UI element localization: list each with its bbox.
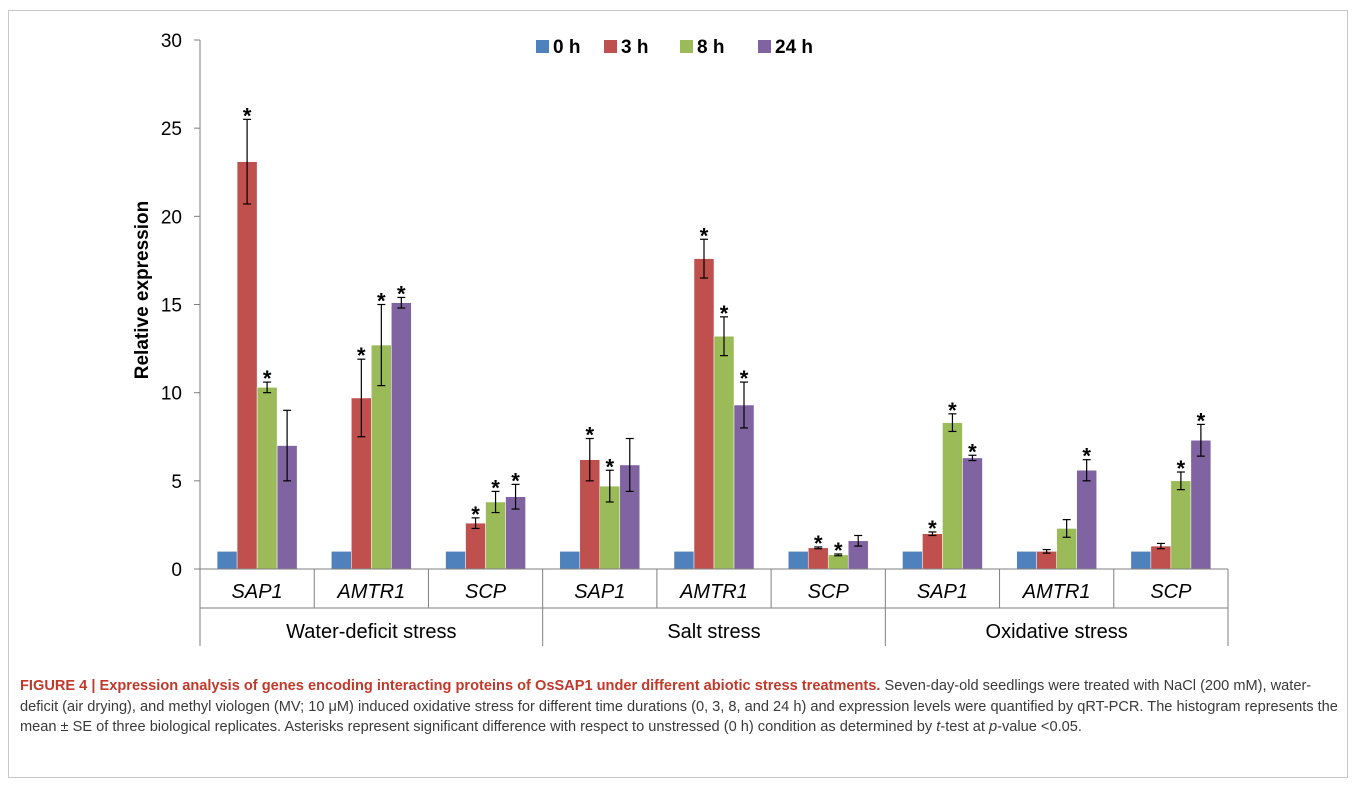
bar [1076,470,1097,570]
bar [216,551,238,570]
significance-asterisk: * [1177,456,1186,481]
y-tick-label: 5 [171,472,182,493]
bar [787,551,809,570]
legend-label: 3 h [621,37,648,58]
x-group-label: Water-deficit stress [286,621,456,643]
bar [1130,551,1152,570]
x-axis: SAP1 AMTR1 SCP SAP1 AMTR1 SCP SAP1 AMTR1 SCP Wate… [199,568,1229,646]
bar [713,335,735,570]
y-tick-label: 10 [161,384,182,405]
bar [733,404,755,570]
x-category-label: SAP1 [232,581,283,603]
x-category-label: AMTR1 [1022,581,1091,603]
legend: 0 h 3 h 8 h 24 h [536,37,813,58]
significance-asterisk: * [928,516,937,541]
significance-asterisk: * [700,223,709,248]
bar [693,258,715,570]
bar [465,522,486,570]
bar [1036,551,1057,570]
bar [962,457,983,570]
significance-asterisk: * [263,366,272,391]
significance-asterisk: * [491,475,500,500]
significance-asterisk: * [397,281,406,306]
y-tick-label: 15 [161,296,182,317]
y-tick-label: 30 [161,31,182,52]
caption-text-1: Seven-day-old seedlings were treated wit… [20,678,1338,735]
bar-chart: 0 5 10 15 20 25 30 * * * * * * * * * * * * * * * * * * * * * SAP1 A… [132,31,1229,646]
bar [236,161,258,570]
y-tick-label: 25 [161,119,182,140]
significance-asterisk: * [585,423,594,448]
bar [445,551,466,570]
bar [559,551,581,570]
caption-t-italic: t [936,719,941,735]
x-category-label: SCP [465,581,507,603]
significance-asterisk: * [511,468,520,493]
significance-asterisk: * [834,538,843,563]
bars: * * * * * * * * * * * * * * * * * * * * * [216,103,1212,570]
bar [1190,440,1212,570]
figure-caption: FIGURE 4 | Expression analysis of genes … [20,676,1340,738]
bar [673,551,695,570]
y-tick-label: 0 [171,560,182,581]
bar [391,302,412,570]
legend-swatch [604,40,617,53]
legend-label: 8 h [697,37,724,58]
y-tick-label: 20 [161,207,182,228]
significance-asterisk: * [968,439,977,464]
x-category-label: SCP [808,581,850,603]
significance-asterisk: * [948,398,957,423]
legend-swatch [536,40,549,53]
bar [902,551,923,570]
significance-asterisk: * [605,454,614,479]
legend-label: 0 h [553,37,580,58]
x-group-label: Oxidative stress [986,621,1128,643]
x-group-label: Salt stress [667,621,760,643]
caption-p-italic: p [989,719,998,735]
x-category-label: AMTR1 [679,581,748,603]
significance-asterisk: * [1082,444,1091,469]
x-category-label: SAP1 [917,581,968,603]
bar [1170,480,1192,570]
caption-text-2: -test at [940,719,989,735]
x-category-label: SAP1 [574,581,625,603]
significance-asterisk: * [357,343,366,368]
significance-asterisk: * [720,301,729,326]
x-category-label: AMTR1 [336,581,405,603]
y-axis-label: Relative expression [132,201,153,379]
y-axis: 0 5 10 15 20 25 30 [161,31,201,581]
figure-frame [8,10,1348,778]
bar [1150,545,1172,570]
significance-asterisk: * [814,531,823,556]
legend-label: 24 h [775,37,813,58]
x-category-label: SCP [1150,581,1192,603]
bar [942,422,963,570]
significance-asterisk: * [1197,408,1206,433]
bar [256,387,278,570]
caption-text-3: -value <0.05. [997,719,1082,735]
caption-label: FIGURE 4 | Expression analysis of genes … [20,678,881,694]
legend-swatch [758,40,771,53]
bar [1016,551,1037,570]
significance-asterisk: * [243,103,252,128]
significance-asterisk: * [740,366,749,391]
legend-swatch [680,40,693,53]
significance-asterisk: * [471,502,480,527]
significance-asterisk: * [377,289,386,314]
bar [331,551,352,570]
